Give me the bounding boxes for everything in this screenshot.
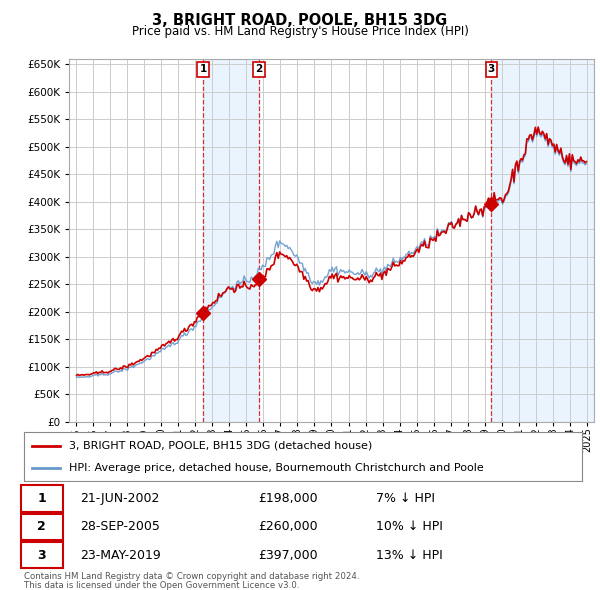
- Text: 3, BRIGHT ROAD, POOLE, BH15 3DG (detached house): 3, BRIGHT ROAD, POOLE, BH15 3DG (detache…: [68, 441, 372, 451]
- Text: HPI: Average price, detached house, Bournemouth Christchurch and Poole: HPI: Average price, detached house, Bour…: [68, 463, 484, 473]
- Text: £260,000: £260,000: [259, 520, 318, 533]
- FancyBboxPatch shape: [21, 514, 63, 540]
- Text: 1: 1: [200, 64, 207, 74]
- Text: 21-JUN-2002: 21-JUN-2002: [80, 492, 159, 505]
- Text: 3, BRIGHT ROAD, POOLE, BH15 3DG: 3, BRIGHT ROAD, POOLE, BH15 3DG: [152, 13, 448, 28]
- Text: 2: 2: [37, 520, 46, 533]
- Text: Price paid vs. HM Land Registry's House Price Index (HPI): Price paid vs. HM Land Registry's House …: [131, 25, 469, 38]
- Text: 28-SEP-2005: 28-SEP-2005: [80, 520, 160, 533]
- Bar: [491, 59, 594, 422]
- Text: Contains HM Land Registry data © Crown copyright and database right 2024.: Contains HM Land Registry data © Crown c…: [24, 572, 359, 581]
- Text: This data is licensed under the Open Government Licence v3.0.: This data is licensed under the Open Gov…: [24, 581, 299, 589]
- Text: 10% ↓ HPI: 10% ↓ HPI: [376, 520, 442, 533]
- Text: 1: 1: [37, 492, 46, 505]
- Text: 3: 3: [38, 549, 46, 562]
- Text: £397,000: £397,000: [259, 549, 318, 562]
- Bar: [203, 59, 259, 422]
- Text: 2: 2: [256, 64, 263, 74]
- Text: 7% ↓ HPI: 7% ↓ HPI: [376, 492, 434, 505]
- Text: £198,000: £198,000: [259, 492, 318, 505]
- FancyBboxPatch shape: [21, 486, 63, 512]
- Text: 13% ↓ HPI: 13% ↓ HPI: [376, 549, 442, 562]
- Text: 3: 3: [488, 64, 495, 74]
- Text: 23-MAY-2019: 23-MAY-2019: [80, 549, 161, 562]
- FancyBboxPatch shape: [21, 542, 63, 568]
